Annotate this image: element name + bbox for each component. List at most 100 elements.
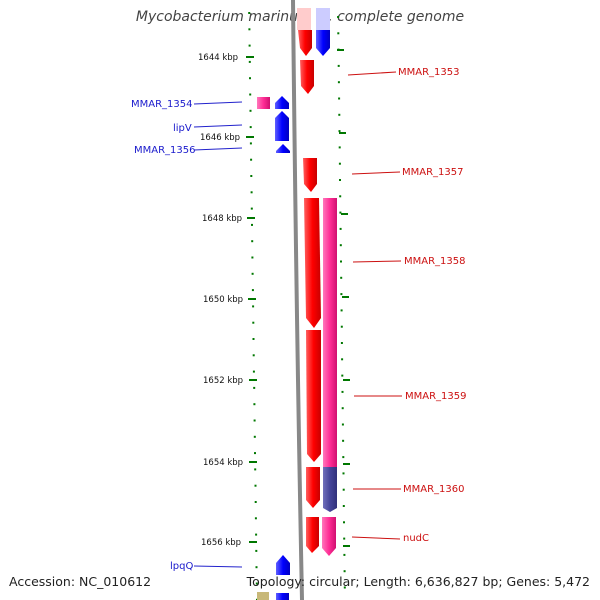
ring-dot: [340, 342, 343, 344]
gene-arrow-MMAR_1360-ortholog: [323, 467, 337, 512]
ring-dot: [342, 456, 345, 459]
scale-tick-label-1652: 1652 kbp: [203, 376, 243, 386]
forward-strand-genes: [298, 30, 337, 556]
genome-summary: Topology: circular; Length: 6,636,827 bp…: [246, 574, 590, 589]
gene-label-MMAR_1353: MMAR_1353: [398, 67, 460, 78]
gene-faded-top-right: [316, 8, 330, 30]
gene-arrow-nudC: [306, 517, 319, 553]
ring-dot: [255, 533, 258, 536]
ring-dot: [342, 488, 345, 491]
ring-dot: [248, 12, 251, 14]
ring-dot: [251, 289, 254, 292]
ring-dot: [338, 97, 341, 100]
ring-dot: [249, 109, 252, 112]
scale-ticks: 1644 kbp 1646 kbp 1648 kbp 1650 kbp 1652…: [198, 53, 257, 548]
ring-dot: [340, 260, 342, 263]
ring-dot: [252, 370, 255, 373]
gene-arrow-MMAR_1353: [300, 60, 314, 94]
ring-dot: [343, 537, 346, 540]
ring-dot: [253, 386, 256, 389]
gene-arrow-MMAR_1357: [303, 158, 317, 192]
ring-dot: [248, 28, 251, 31]
ring-dot: [252, 354, 255, 357]
ring-dot: [342, 472, 345, 475]
scale-tick-label-1646: 1646 kbp: [200, 133, 240, 143]
ring-dot: [338, 162, 341, 165]
scale-tick-label-1654: 1654 kbp: [203, 458, 243, 468]
ring-dot: [337, 16, 340, 18]
ring-dot: [254, 501, 257, 503]
ring-dot: [340, 325, 343, 328]
scale-tick-label-1650: 1650 kbp: [203, 295, 243, 305]
scale-tick-label-1648: 1648 kbp: [202, 214, 242, 224]
scale-tick-label-1656: 1656 kbp: [201, 538, 241, 548]
scale-tick-label-1644: 1644 kbp: [198, 53, 238, 63]
ring-dot: [249, 77, 251, 80]
ring-dot: [255, 549, 258, 552]
gene-box-bottom-olive: [257, 592, 269, 600]
ring-dot: [252, 321, 255, 324]
ring-dot: [252, 338, 255, 340]
top-faded-genes: [297, 8, 330, 30]
ring-dot: [339, 195, 342, 198]
ring-dot: [343, 553, 346, 556]
ring-dot: [339, 244, 342, 247]
ring-dot: [339, 211, 342, 214]
ring-dot: [342, 505, 345, 507]
ring-dot: [255, 582, 258, 585]
ring-dot: [341, 407, 344, 410]
ring-dot: [339, 179, 341, 181]
ring-dot: [252, 305, 255, 308]
ring-dot: [251, 240, 254, 243]
gene-label-nudC: nudC: [403, 533, 429, 544]
ring-dot: [249, 93, 252, 96]
gene-label-MMAR_1356: MMAR_1356: [134, 145, 196, 156]
genome-backbone: [291, 0, 304, 600]
ring-dot: [341, 358, 344, 361]
gene-arrow-MMAR_1356: [276, 144, 290, 153]
gene-arrow-top-blue: [316, 30, 330, 56]
ring-dot: [253, 435, 256, 438]
left-label-callouts: MMAR_1354 lipV MMAR_1356 lpqQ: [131, 99, 243, 572]
ring-dot: [248, 60, 251, 63]
ring-dot: [254, 484, 257, 487]
ring-dot: [251, 256, 254, 259]
gene-box-bottom-blue: [276, 593, 289, 600]
ring-dot: [250, 191, 253, 194]
gene-label-MMAR_1357: MMAR_1357: [402, 167, 464, 178]
gene-faded-top-left: [297, 8, 311, 30]
ring-dot: [340, 276, 343, 279]
gene-arrow-top-red: [298, 30, 312, 56]
gene-arrow-MMAR_1358-ortholog: [323, 198, 337, 512]
right-ticks: [337, 49, 350, 547]
ring-dot: [255, 566, 258, 569]
ring-dot: [249, 142, 252, 145]
ring-dot: [248, 44, 251, 47]
ring-dot: [340, 293, 343, 296]
gene-label-MMAR_1358: MMAR_1358: [404, 256, 466, 267]
ring-dot: [254, 468, 257, 471]
reverse-strand-genes: [257, 96, 290, 600]
gene-label-lipV: lipV: [173, 123, 192, 134]
gene-label-lpqQ: lpqQ: [170, 561, 193, 572]
left-dotted-ring: [248, 12, 258, 600]
gene-label-MMAR_1360: MMAR_1360: [403, 484, 465, 495]
ring-dot: [343, 570, 346, 573]
right-label-callouts: MMAR_1353 MMAR_1357 MMAR_1358 MMAR_1359 …: [347, 67, 467, 544]
gene-arrow-MMAR_1360: [306, 467, 320, 508]
gene-label-MMAR_1354: MMAR_1354: [131, 99, 193, 110]
right-dotted-ring: [337, 16, 346, 589]
ring-dot: [254, 452, 256, 455]
gene-box-MMAR_1354: [257, 97, 270, 109]
ring-dot: [343, 586, 346, 589]
ring-dot: [341, 374, 344, 377]
ring-dot: [342, 439, 345, 442]
accession-label: Accession: NC_010612: [9, 574, 152, 589]
ring-dot: [340, 309, 343, 312]
ring-dot: [249, 126, 252, 129]
ring-dot: [337, 64, 340, 67]
gene-arrow-MMAR_1358: [304, 198, 321, 328]
ring-dot: [254, 517, 257, 520]
ring-dot: [343, 521, 345, 524]
